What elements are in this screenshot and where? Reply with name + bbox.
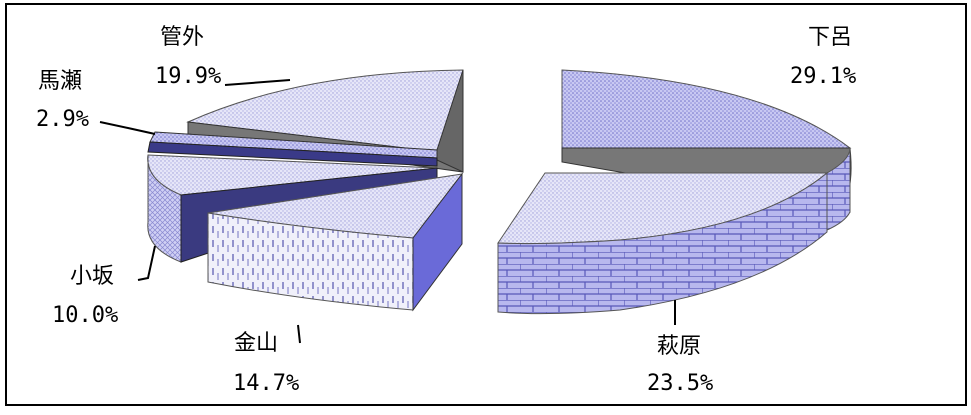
label-gero-value: 29.1%: [790, 64, 856, 89]
label-mase-value: 2.9%: [36, 107, 89, 132]
label-kangai-value: 19.9%: [155, 64, 221, 89]
leader-mase: [99, 121, 156, 135]
leader-kangai: [224, 79, 291, 86]
leader-lines: [99, 79, 676, 344]
label-kosaka-value: 10.0%: [52, 303, 118, 328]
label-hagiwara-value: 23.5%: [647, 371, 713, 396]
label-kangai-name: 管外: [160, 25, 204, 50]
label-kaneyama-name: 金山: [234, 331, 278, 356]
slice-mase: [147, 131, 438, 167]
label-kaneyama-value: 14.7%: [233, 371, 299, 396]
leader-kaneyama: [297, 324, 301, 344]
label-hagiwara-name: 萩原: [657, 334, 701, 359]
label-kosaka-name: 小坂: [70, 264, 114, 289]
label-gero-name: 下呂: [808, 25, 852, 50]
leader-kosaka: [137, 245, 156, 281]
slice-hagiwara: [497, 171, 829, 315]
label-mase-name: 馬瀬: [38, 69, 82, 94]
slice-kaneyama: [207, 172, 464, 312]
